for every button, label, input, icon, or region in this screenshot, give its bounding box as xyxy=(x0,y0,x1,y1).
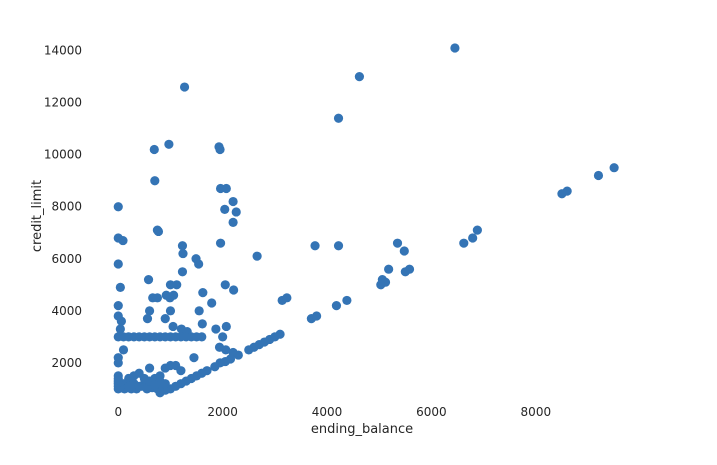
data-point xyxy=(312,311,322,321)
data-point xyxy=(160,314,170,324)
y-tick-label: 12000 xyxy=(44,96,82,110)
data-point xyxy=(150,176,160,186)
data-point xyxy=(354,72,365,82)
data-point xyxy=(177,267,188,277)
data-point xyxy=(228,217,238,227)
x-tick-label: 2000 xyxy=(207,405,238,419)
y-axis-ticks: 2000 4000 6000 8000 10000 12000 14000 xyxy=(44,44,82,370)
y-tick-label: 4000 xyxy=(51,304,82,318)
data-point xyxy=(472,225,482,235)
data-point xyxy=(218,332,228,342)
data-point xyxy=(115,324,125,334)
data-point xyxy=(152,293,163,303)
data-point xyxy=(221,321,231,332)
data-point xyxy=(115,282,125,293)
data-point xyxy=(252,251,262,261)
data-point xyxy=(176,366,186,376)
y-tick-label: 2000 xyxy=(51,356,82,370)
y-tick-label: 14000 xyxy=(44,44,82,58)
y-tick-label: 8000 xyxy=(51,200,82,214)
data-point xyxy=(450,43,460,53)
x-axis-ticks: 0 2000 4000 6000 8000 xyxy=(114,405,551,419)
data-point xyxy=(189,353,199,363)
data-point xyxy=(197,332,207,342)
data-point xyxy=(609,163,619,173)
data-point xyxy=(139,373,149,384)
data-point xyxy=(557,189,567,199)
data-point xyxy=(228,196,238,207)
data-point xyxy=(113,301,123,311)
data-point xyxy=(215,238,226,248)
data-point xyxy=(229,285,239,295)
data-point xyxy=(149,144,159,155)
data-point xyxy=(179,82,190,92)
data-point xyxy=(468,233,478,243)
data-point xyxy=(399,246,409,256)
x-tick-label: 6000 xyxy=(416,405,447,419)
data-point xyxy=(207,298,217,308)
data-point xyxy=(221,183,231,194)
data-point xyxy=(331,301,342,311)
data-point xyxy=(220,204,230,214)
y-axis-title: credit_limit xyxy=(30,180,45,252)
data-point xyxy=(153,226,164,237)
data-point xyxy=(400,267,410,277)
data-point xyxy=(118,235,128,246)
data-point xyxy=(342,295,352,306)
data-point xyxy=(113,358,123,368)
data-point xyxy=(459,238,469,248)
data-point xyxy=(113,259,123,269)
data-point xyxy=(113,202,123,212)
y-tick-label: 10000 xyxy=(44,148,82,162)
y-tick-label: 6000 xyxy=(51,252,82,266)
data-point xyxy=(194,259,204,269)
data-point xyxy=(160,379,170,389)
scatter-points xyxy=(113,43,619,398)
data-point xyxy=(231,207,241,217)
data-point xyxy=(144,306,155,316)
data-point xyxy=(168,321,178,332)
x-axis-title: ending_balance xyxy=(311,422,413,437)
data-point xyxy=(178,248,188,259)
data-point xyxy=(134,381,144,391)
data-point xyxy=(124,381,134,391)
data-point xyxy=(177,241,188,251)
data-point xyxy=(310,241,320,251)
data-point xyxy=(221,345,231,355)
data-point xyxy=(220,280,230,290)
data-point xyxy=(593,170,604,181)
data-point xyxy=(155,371,165,381)
data-point xyxy=(376,280,386,290)
data-point xyxy=(160,363,170,373)
x-tick-label: 4000 xyxy=(312,405,343,419)
data-point xyxy=(116,316,126,326)
data-point xyxy=(244,345,254,355)
data-point xyxy=(215,144,225,155)
data-point xyxy=(211,324,221,334)
data-point xyxy=(144,363,155,373)
data-point xyxy=(282,293,292,303)
data-point xyxy=(142,314,153,324)
data-point xyxy=(197,319,207,329)
data-point xyxy=(165,306,176,316)
data-point xyxy=(333,241,344,251)
data-point xyxy=(143,275,154,285)
data-point xyxy=(118,345,129,355)
data-point xyxy=(165,280,176,290)
x-tick-label: 0 xyxy=(114,405,122,419)
data-point xyxy=(384,264,394,274)
data-point xyxy=(150,380,160,390)
data-point xyxy=(194,306,204,316)
x-tick-label: 8000 xyxy=(521,405,552,419)
data-point xyxy=(164,139,174,149)
data-point xyxy=(275,329,285,339)
data-point xyxy=(198,288,208,298)
data-point xyxy=(333,113,344,123)
data-point xyxy=(392,238,403,248)
data-point xyxy=(168,290,179,300)
data-point xyxy=(210,362,220,372)
